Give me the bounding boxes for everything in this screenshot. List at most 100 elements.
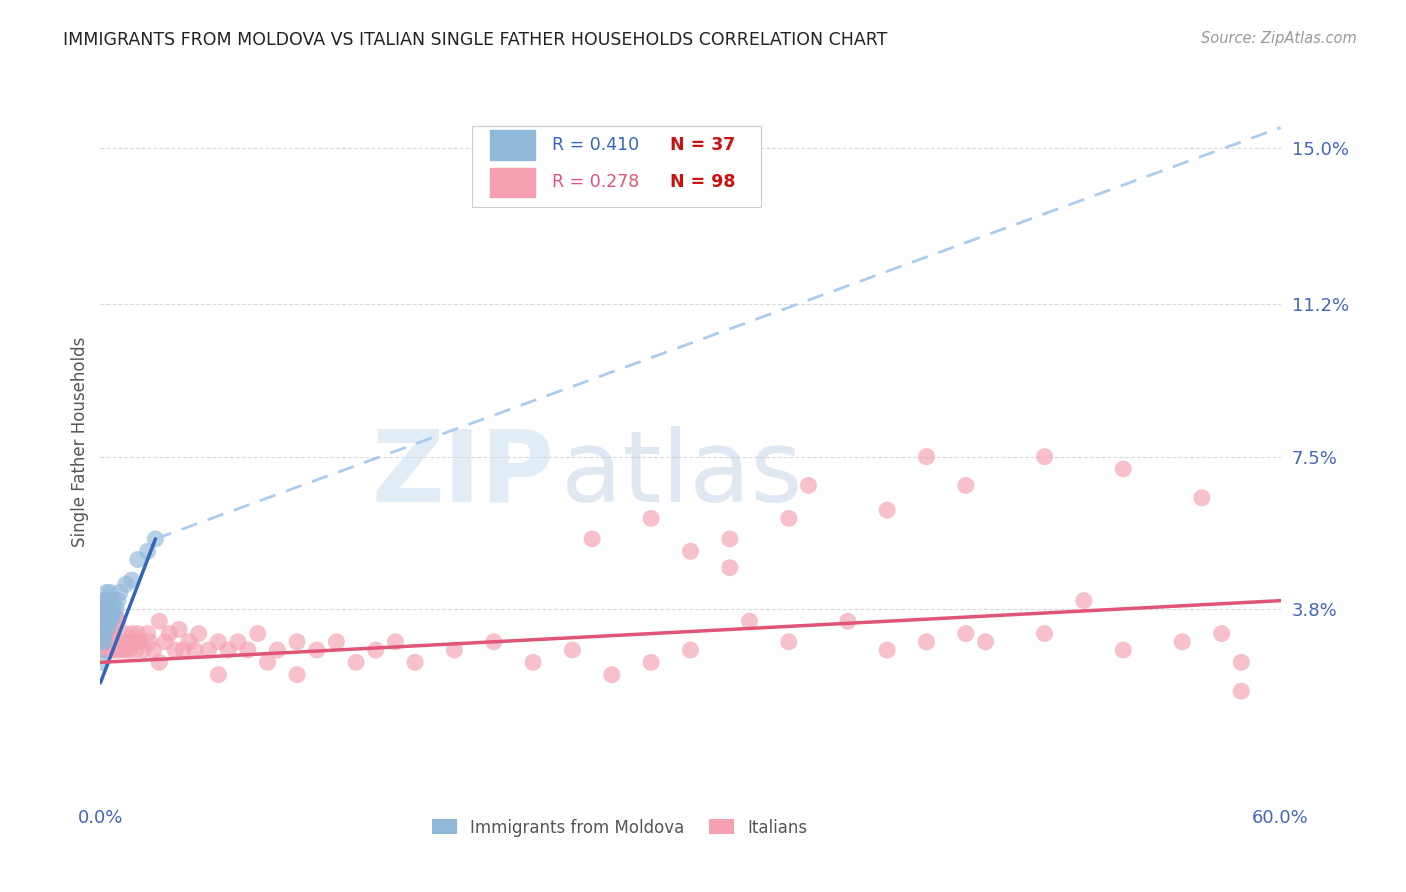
Point (184, 643, 207, 657)
Text: Source: ZipAtlas.com: Source: ZipAtlas.com (1201, 31, 1357, 46)
Point (136, 626, 159, 640)
Point (640, 511, 662, 525)
Point (187, 626, 209, 640)
Point (101, 610, 124, 624)
Point (90, 656, 112, 670)
Point (98, 585, 121, 599)
Point (115, 643, 138, 657)
Point (305, 643, 328, 657)
Point (108, 585, 131, 599)
Point (103, 593, 125, 607)
Text: R = 0.278: R = 0.278 (553, 173, 640, 192)
Point (111, 643, 134, 657)
Point (177, 635, 200, 649)
Point (1171, 635, 1194, 649)
Point (157, 626, 180, 640)
Point (101, 635, 124, 649)
Point (142, 643, 165, 657)
Text: N = 37: N = 37 (671, 136, 735, 154)
Point (96, 593, 118, 607)
Point (718, 532, 741, 546)
Point (97, 593, 120, 607)
Point (96, 606, 118, 620)
Point (97, 614, 120, 628)
Point (1033, 626, 1056, 640)
Point (165, 643, 187, 657)
Point (91, 618, 114, 632)
Point (103, 643, 125, 657)
Point (132, 643, 155, 657)
Point (103, 606, 125, 620)
Point (561, 643, 583, 657)
Point (285, 667, 308, 681)
Point (103, 618, 125, 632)
Text: N = 98: N = 98 (671, 173, 735, 192)
Point (91, 635, 114, 649)
Text: ZIP: ZIP (371, 425, 555, 523)
Point (207, 635, 229, 649)
Point (197, 643, 219, 657)
Point (121, 573, 143, 587)
Point (98, 623, 121, 637)
Point (112, 626, 135, 640)
Point (217, 643, 239, 657)
Point (96, 585, 118, 599)
Point (136, 544, 159, 558)
Point (266, 643, 288, 657)
Point (226, 635, 249, 649)
Point (93, 602, 115, 616)
Point (96, 643, 118, 657)
Point (207, 667, 229, 681)
Point (172, 643, 194, 657)
Point (482, 635, 505, 649)
Point (778, 635, 800, 649)
Point (97, 602, 120, 616)
Point (285, 635, 308, 649)
Point (364, 643, 387, 657)
Point (128, 635, 150, 649)
Point (93, 606, 115, 620)
Point (1211, 626, 1233, 640)
Point (98, 606, 121, 620)
Point (738, 614, 761, 628)
Legend: Immigrants from Moldova, Italians: Immigrants from Moldova, Italians (425, 812, 814, 843)
Point (1112, 643, 1135, 657)
Point (1191, 491, 1213, 505)
Point (404, 656, 426, 670)
Point (97, 618, 120, 632)
Point (718, 560, 741, 574)
Point (93, 602, 115, 616)
Point (344, 656, 367, 670)
Point (155, 635, 177, 649)
Point (101, 610, 124, 624)
Bar (489, 168, 534, 197)
Point (915, 635, 938, 649)
Point (93, 643, 115, 657)
Point (93, 635, 115, 649)
Point (955, 478, 977, 492)
Point (148, 614, 170, 628)
Point (145, 532, 167, 546)
Point (1112, 462, 1135, 476)
Point (522, 656, 544, 670)
Point (93, 626, 115, 640)
Point (236, 643, 259, 657)
Text: IMMIGRANTS FROM MOLDOVA VS ITALIAN SINGLE FATHER HOUSEHOLDS CORRELATION CHART: IMMIGRANTS FROM MOLDOVA VS ITALIAN SINGL… (63, 31, 887, 49)
Point (115, 577, 138, 591)
Point (915, 450, 938, 464)
Point (91, 626, 114, 640)
Point (679, 544, 702, 558)
Point (98, 614, 121, 628)
Y-axis label: Single Father Households: Single Father Households (72, 337, 89, 548)
Point (96, 602, 118, 616)
Point (876, 643, 898, 657)
Point (148, 656, 170, 670)
Point (101, 602, 124, 616)
Point (96, 626, 118, 640)
Point (1230, 684, 1253, 698)
Point (105, 635, 128, 649)
Point (105, 610, 128, 624)
Point (108, 635, 131, 649)
Point (955, 626, 977, 640)
Text: R = 0.410: R = 0.410 (553, 136, 640, 154)
